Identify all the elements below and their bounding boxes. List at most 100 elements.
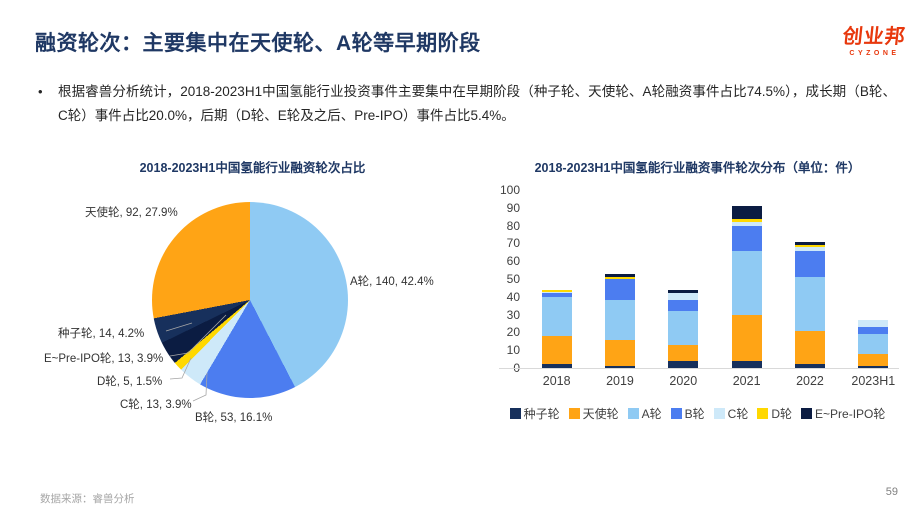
legend-label: D轮 [771,407,793,421]
bar-segment-B轮 [604,279,635,301]
x-tick-label: 2020 [669,374,698,388]
stacked-bar-2021 [731,206,762,368]
x-tick-label: 2018 [542,374,571,388]
bar-segment-种子轮 [731,360,762,368]
pie-label-round-d: D轮, 5, 1.5% [97,376,163,388]
legend-label: 天使轮 [582,407,619,421]
pie-leader-lines [165,314,227,402]
bar-chart-panel: 2018-2023H1中国氢能行业融资事件轮次分布（单位：件） 01020304… [485,145,910,455]
legend-item-C轮: C轮 [713,405,749,422]
bar-segment-天使轮 [858,353,889,367]
y-tick-label: 70 [506,236,520,251]
legend-swatch-icon [757,408,769,419]
legend-swatch-icon [713,408,725,419]
y-tick-label: 90 [506,200,520,215]
bar-segment-D轮 [794,245,825,248]
bullet-marker: • [38,84,43,99]
financing-round-pie [152,202,348,398]
bar-segment-B轮 [858,327,889,335]
legend-item-种子轮: 种子轮 [509,405,560,422]
x-tick-label: 2022 [796,374,824,388]
y-tick-label: 100 [499,183,520,197]
bar-segment-种子轮 [604,366,635,368]
x-tick-label: 2023H1 [851,374,896,388]
bar-segment-A轮 [858,334,889,354]
bar-segment-C轮 [858,319,889,328]
bar-segment-D轮 [541,289,572,292]
stacked-bar-2019 [604,273,635,368]
logo-subtext: CYZONE [849,50,900,57]
y-tick-label: 40 [506,289,520,304]
legend-label: C轮 [727,407,749,421]
legend-item-A轮: A轮 [627,405,662,422]
legend-swatch-icon [670,408,682,419]
legend-label: E~Pre-IPO轮 [815,407,886,421]
stacked-bar-2018 [541,289,572,368]
summary-text: 根据睿兽分析统计，2018-2023H1中国氢能行业投资事件主要集中在早期阶段（… [58,84,896,123]
legend-label: A轮 [641,407,662,421]
legend-swatch-icon [627,408,639,419]
stacked-bar-2023H1 [858,319,889,368]
legend-item-天使轮: 天使轮 [568,405,619,422]
legend-swatch-icon [801,408,813,419]
legend-label: 种子轮 [523,407,560,421]
bar-segment-B轮 [668,300,699,312]
stacked-bar-2022 [794,241,825,368]
legend-item-D轮: D轮 [757,405,792,422]
pie-chart-title: 2018-2023H1中国氢能行业融资轮次占比 [139,161,366,175]
bar-segment-天使轮 [541,335,572,365]
page-number: 59 [885,486,898,498]
bar-segment-C轮 [731,222,762,226]
bar-segment-E~Pre-IPO轮 [604,273,635,278]
x-tick-label: 2019 [606,374,634,388]
pie-label-round-b: B轮, 53, 16.1% [195,412,273,424]
stacked-bar-2020 [668,289,699,368]
bar-segment-D轮 [604,277,635,280]
legend-label: B轮 [684,407,705,421]
bar-segment-E~Pre-IPO轮 [731,206,762,219]
y-tick-label: 20 [506,325,520,340]
y-tick-label: 80 [506,218,520,233]
bar-segment-种子轮 [858,366,889,368]
x-axis-labels: 2018 2019 2020 2021 2022 2023H1 [525,374,905,388]
y-tick-label: 30 [506,307,520,322]
pie-label-angel: 天使轮, 92, 27.9% [85,207,178,219]
bar-segment-D轮 [731,218,762,223]
bar-segment-A轮 [604,300,635,340]
bar-segment-A轮 [541,296,572,336]
bar-segment-A轮 [731,250,762,315]
bar-segment-E~Pre-IPO轮 [794,241,825,246]
bar-segment-A轮 [668,311,699,345]
bar-segment-B轮 [794,250,825,278]
pie-label-round-a: A轮, 140, 42.4% [350,276,434,288]
bar-chart-title: 2018-2023H1中国氢能行业融资事件轮次分布（单位：件） [534,161,861,175]
bar-segment-C轮 [794,247,825,251]
legend-swatch-icon [568,408,580,419]
bar-segment-A轮 [794,277,825,331]
y-tick-label: 50 [506,272,520,286]
stacked-bars [525,190,905,368]
bar-plot-area: 0102030405060708090100 20182019202020212… [485,145,910,455]
bar-segment-B轮 [731,225,762,251]
legend-item-B轮: B轮 [670,405,705,422]
bar-segment-天使轮 [731,314,762,361]
y-tick-label: 10 [506,343,520,358]
legend-item-E~Pre-IPO轮: E~Pre-IPO轮 [801,405,885,422]
x-tick-label: 2021 [732,374,761,388]
legend-swatch-icon [509,408,521,419]
bar-segment-B轮 [541,293,572,297]
cyzone-logo: 创业邦 CYZONE [841,20,907,57]
x-axis-line [499,368,899,369]
bar-segment-天使轮 [604,339,635,367]
y-tick-label: 60 [506,254,520,269]
bar-segment-天使轮 [794,330,825,365]
bar-segment-种子轮 [541,364,572,368]
pie-label-round-c: C轮, 13, 3.9% [120,399,192,411]
bar-segment-天使轮 [668,344,699,361]
logo-text: 创业邦 [841,26,907,48]
bar-segment-E~Pre-IPO轮 [668,289,699,294]
pie-chart-panel: 2018-2023H1中国氢能行业融资轮次占比 天使轮, 92, 27.9% A… [30,145,475,455]
bar-segment-种子轮 [794,364,825,368]
bar-segment-C轮 [541,291,572,294]
